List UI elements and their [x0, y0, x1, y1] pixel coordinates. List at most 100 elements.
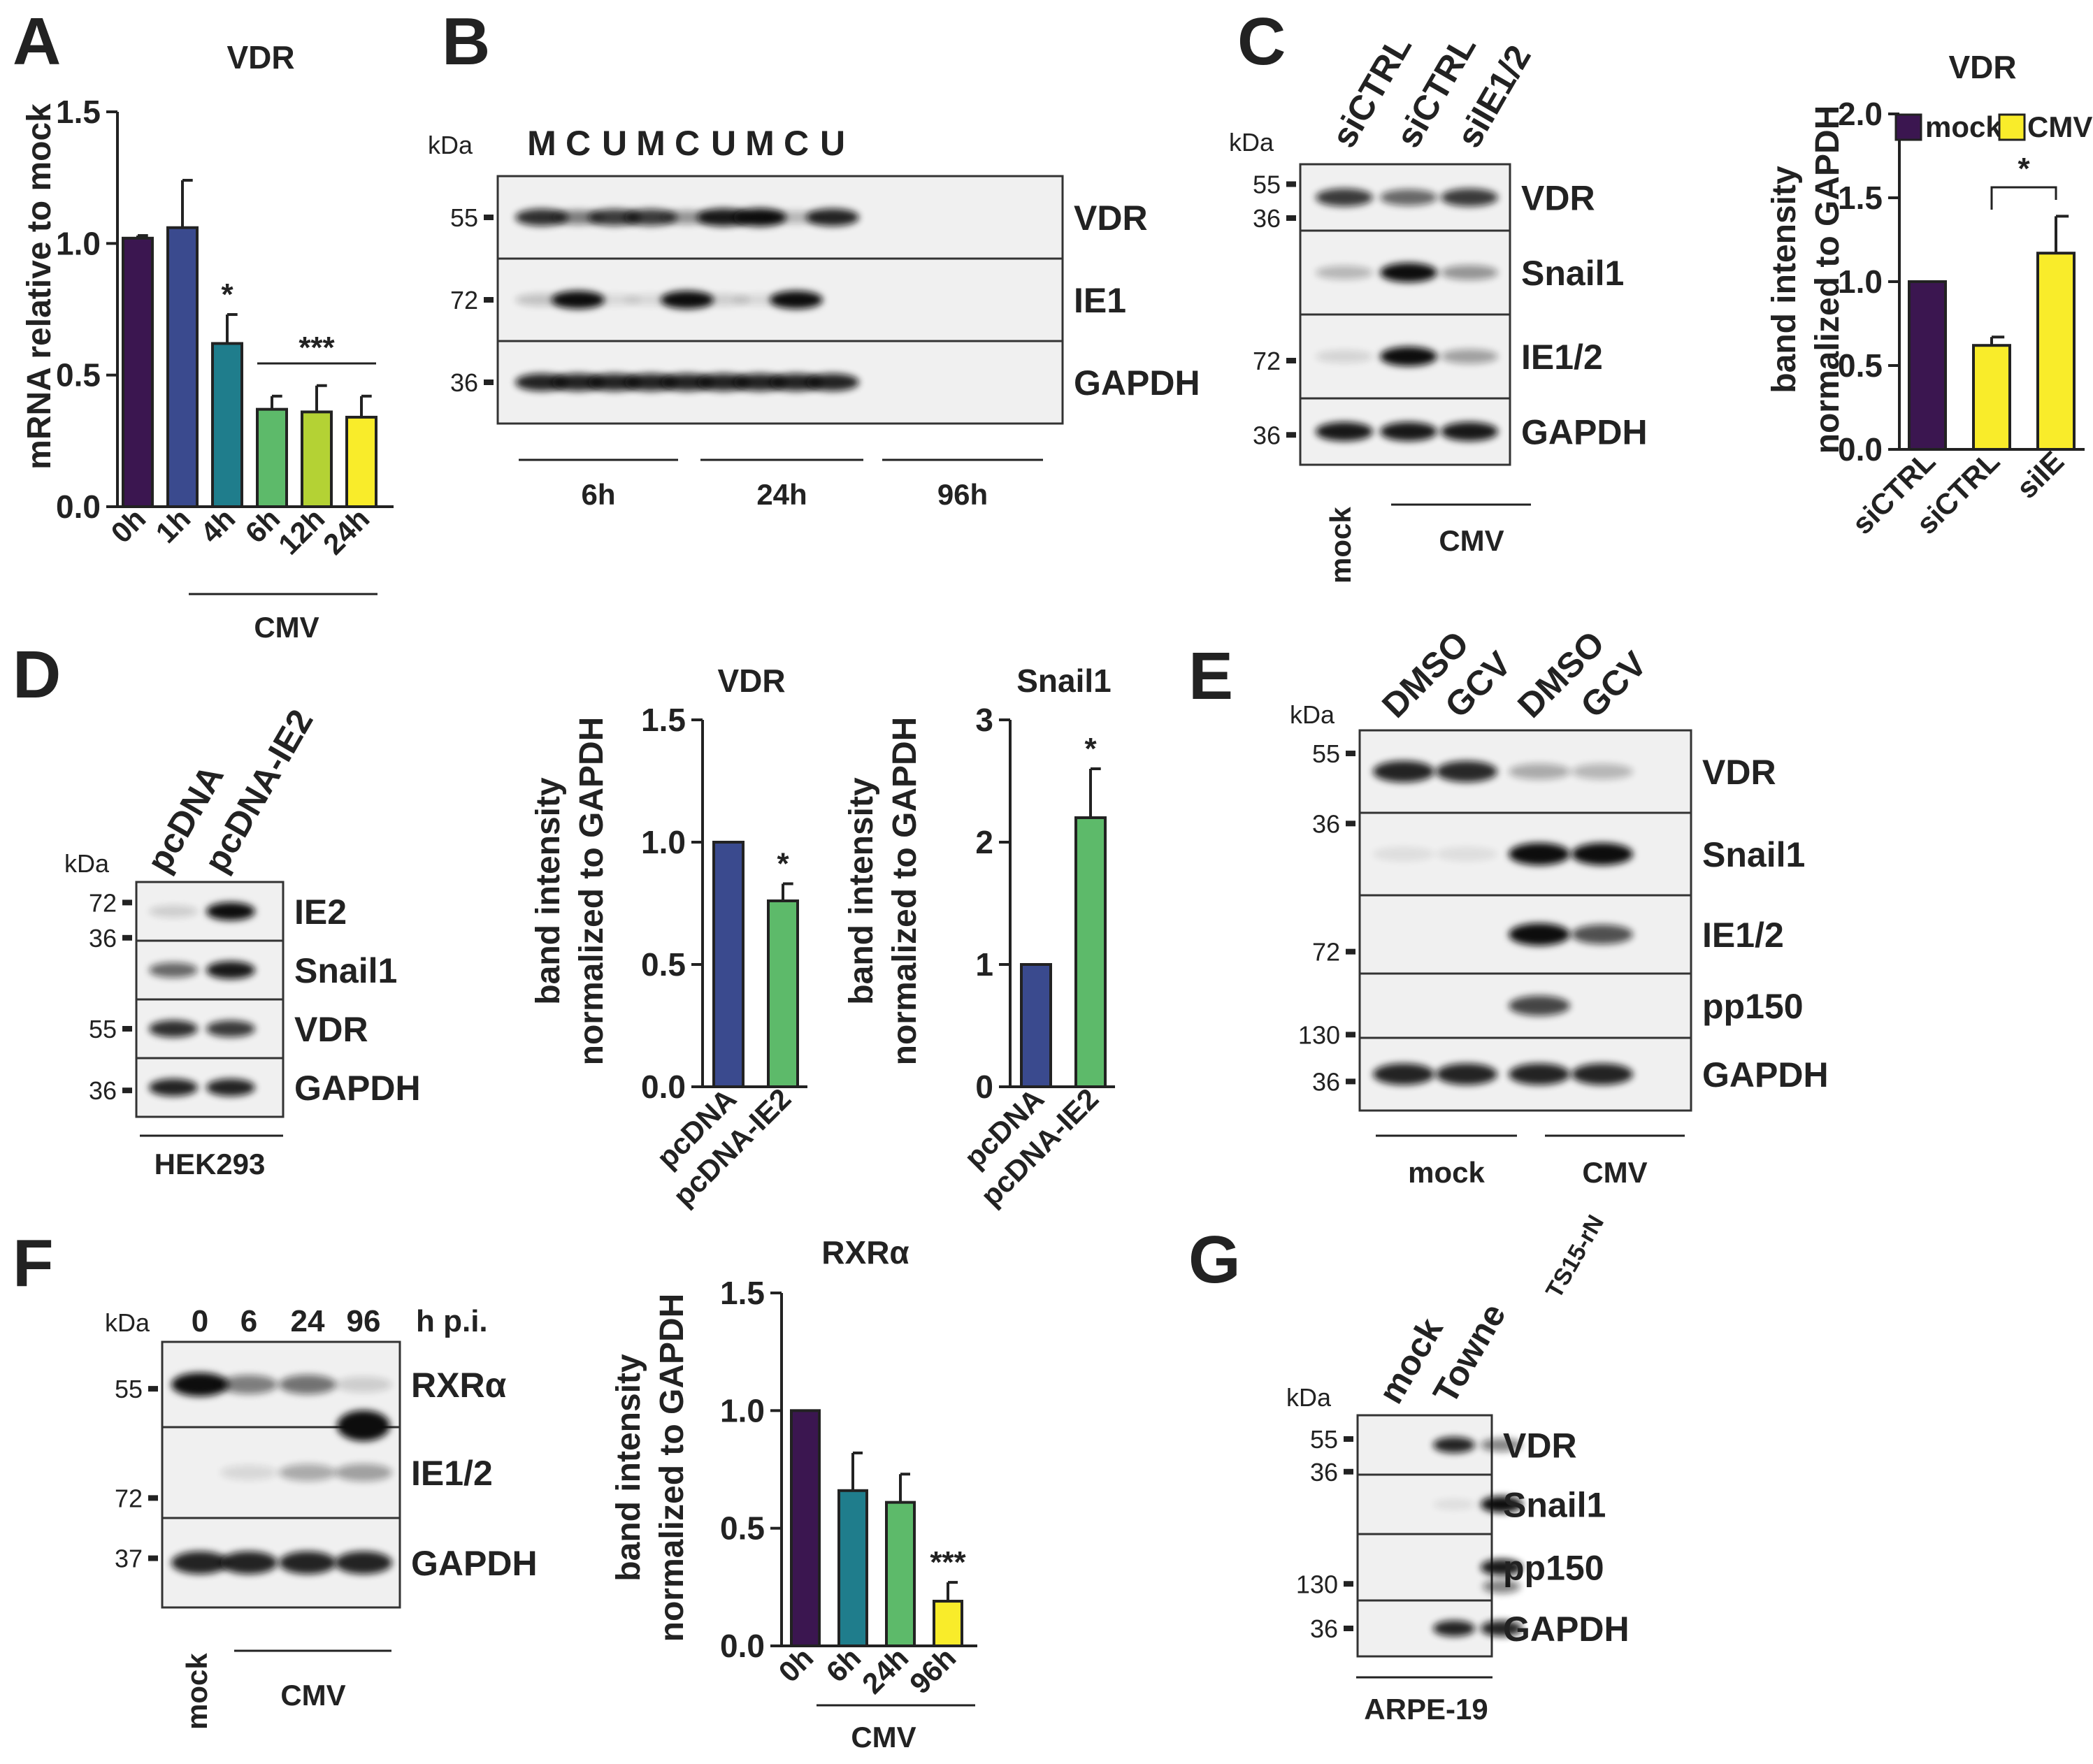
blot-band: [733, 373, 786, 391]
y-tick-label: 1.0: [1838, 263, 1883, 300]
kda-tick: [484, 297, 494, 303]
blot-band: [733, 208, 786, 226]
kda-tick: [122, 899, 132, 906]
blot-band: [1509, 1063, 1570, 1085]
legend-label-cmv: CMV: [2027, 110, 2092, 143]
kda-tick: [1286, 432, 1296, 438]
blot-band: [1373, 760, 1434, 783]
protein-label: VDR: [1521, 179, 1595, 218]
mock-label: mock: [1324, 507, 1357, 584]
legend-swatch-cmv: [1998, 113, 2026, 141]
protein-label: VDR: [1702, 753, 1776, 792]
blot-band: [770, 373, 823, 391]
y-tick-label: 2: [975, 824, 993, 860]
y-tick-label: 1.0: [641, 824, 686, 860]
blot-band: [279, 1551, 336, 1575]
y-tick-label: 1.5: [641, 702, 686, 738]
chart-title: Snail1: [1016, 663, 1112, 699]
blot-band: [1481, 1559, 1523, 1576]
protein-label: GAPDH: [1521, 413, 1648, 452]
y-tick-label: 1: [975, 946, 993, 983]
y-tick-label: 0.5: [641, 946, 686, 983]
lane-label: M: [745, 124, 775, 163]
kda-tick: [1346, 1078, 1355, 1085]
blot-band: [171, 1551, 229, 1575]
y-tick-label: 1.0: [720, 1392, 765, 1429]
kda-marker: 36: [89, 924, 117, 953]
blot-band: [1433, 1436, 1475, 1454]
kda-tick: [148, 1555, 158, 1561]
bar: [837, 1489, 868, 1648]
blot-band: [515, 208, 568, 226]
blot-band: [806, 373, 859, 391]
y-axis-label: mRNA relative to mock: [21, 103, 58, 470]
blot-band: [337, 1410, 390, 1441]
significance-marker: ***: [299, 331, 335, 365]
blot-band: [1373, 846, 1434, 862]
panel-label-E: E: [1188, 639, 1233, 714]
significance-marker: *: [2018, 152, 2030, 186]
blot-band: [335, 1463, 392, 1482]
chart-title: VDR: [1948, 49, 2016, 85]
blot-band: [1481, 1438, 1523, 1452]
bar: [767, 899, 799, 1088]
panel-label-C: C: [1237, 4, 1286, 79]
blot-band: [335, 1376, 392, 1393]
kda-marker: 55: [1310, 1425, 1338, 1454]
significance-marker: ***: [930, 1545, 966, 1579]
y-tick-label: 1.0: [56, 225, 101, 261]
panel-label-G: G: [1188, 1222, 1241, 1297]
blot-band: [335, 1551, 392, 1575]
timepoint-label: 24: [291, 1304, 325, 1338]
lane-label: U: [711, 124, 736, 163]
y-axis-label-line2: normalized to GAPDH: [654, 1294, 691, 1642]
blot-band: [206, 1020, 255, 1037]
blot-band: [1316, 188, 1373, 207]
kda-tick: [1344, 1581, 1353, 1587]
legend-label-mock: mock: [1925, 110, 2002, 143]
group-label: 96h: [937, 478, 988, 511]
protein-label: pp150: [1503, 1549, 1604, 1588]
y-axis-label-line1: band intensity: [530, 777, 567, 1005]
protein-label: GAPDH: [1702, 1055, 1829, 1094]
kda-marker: 72: [450, 286, 478, 315]
group-label: 24h: [756, 478, 807, 511]
bar: [122, 236, 154, 508]
blot-band: [1316, 349, 1373, 363]
protein-label: GAPDH: [411, 1544, 538, 1583]
kda-marker: 55: [115, 1375, 143, 1403]
blot-band: [624, 373, 677, 391]
kda-marker: 36: [1312, 809, 1340, 838]
bar: [885, 1501, 916, 1647]
blot-band: [1436, 846, 1497, 862]
blot-band: [1433, 1620, 1475, 1637]
y-tick-label: 1.5: [1838, 180, 1883, 216]
significance-marker: *: [777, 847, 789, 881]
protein-label: Snail1: [294, 951, 397, 990]
y-tick-label: 0: [975, 1069, 993, 1105]
blot-band: [1436, 760, 1497, 783]
blot-band: [1571, 924, 1633, 945]
blot-band: [149, 962, 198, 978]
blot-band: [1571, 763, 1633, 780]
blot-band: [624, 209, 677, 226]
blot-band: [588, 373, 641, 391]
group-label: CMV: [280, 1679, 345, 1712]
cell-line-label: HEK293: [154, 1148, 266, 1180]
blot-band: [552, 373, 605, 391]
timepoint-label: 6: [240, 1304, 257, 1338]
kda-marker: 37: [115, 1545, 143, 1573]
kda-header: kDa: [64, 849, 110, 878]
blot-band: [770, 291, 823, 309]
blot-band: [149, 905, 198, 918]
protein-label: GAPDH: [1503, 1610, 1630, 1649]
kda-header: kDa: [428, 131, 473, 159]
bar: [933, 1600, 963, 1648]
blot-band: [1441, 349, 1498, 364]
blot-band: [1380, 189, 1437, 206]
blot-band: [1571, 843, 1633, 865]
blot-band: [515, 373, 568, 391]
y-tick-label: 2.0: [1838, 96, 1883, 132]
lane-label: U: [602, 124, 627, 163]
significance-marker: *: [1084, 732, 1097, 766]
